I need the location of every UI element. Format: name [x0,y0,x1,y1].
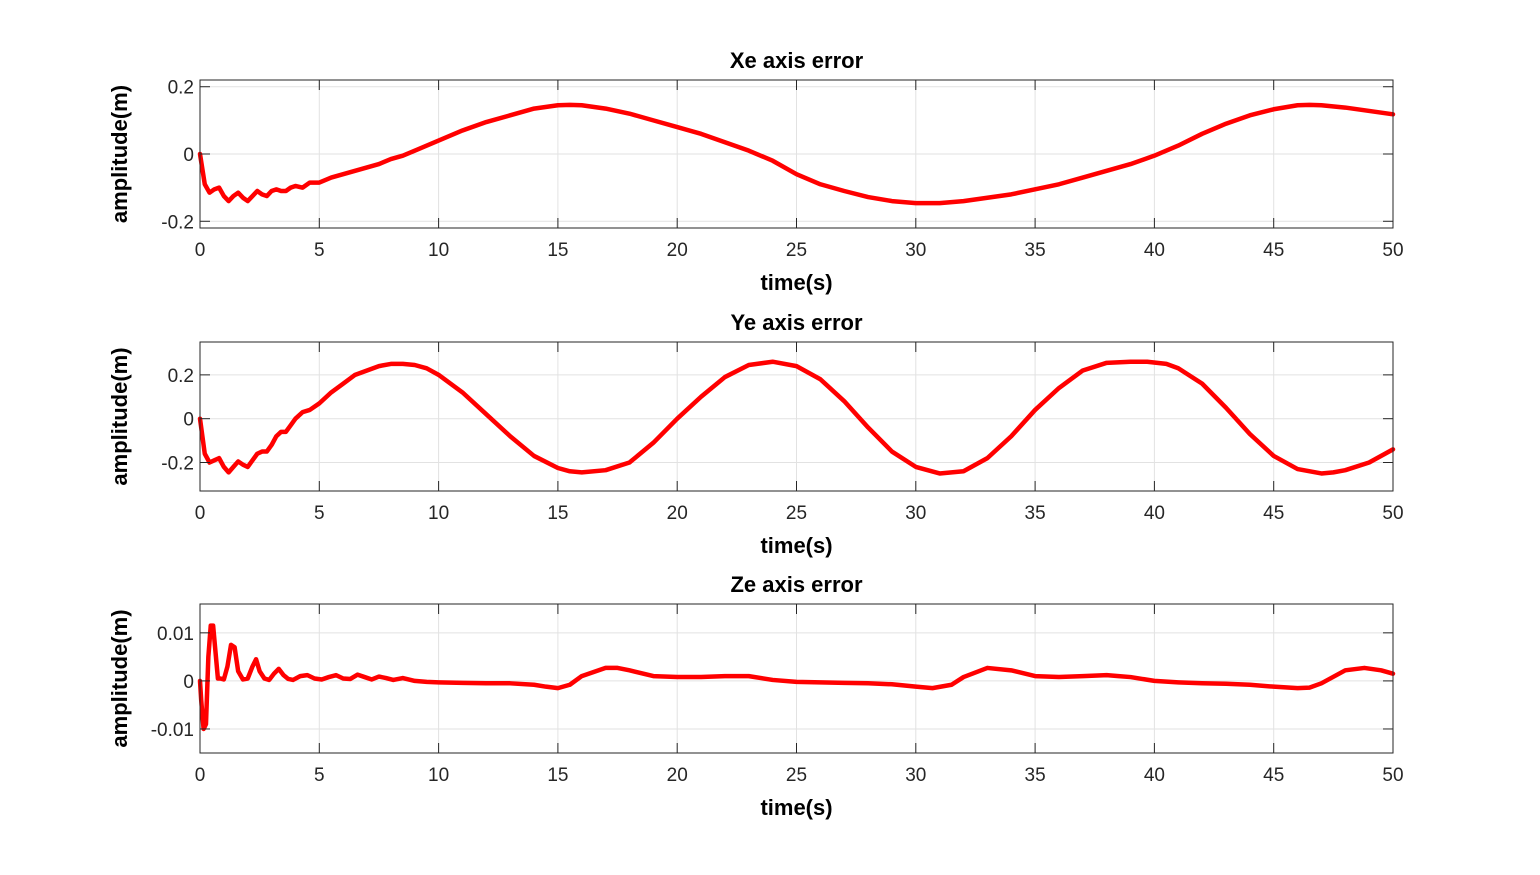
x-tick-label: 10 [428,503,449,524]
x-tick-label: 20 [667,240,688,261]
x-axis-label: time(s) [760,533,832,558]
x-tick-label: 20 [667,503,688,524]
x-tick-label: 25 [786,503,807,524]
x-tick-label: 40 [1144,240,1165,261]
subplot-ze-axis-error: 0 5 10 15 20 25 30 35 40 45 50 0.01 0 -0.01 Ze axis e… [107,572,1404,820]
y-axis-label: amplitude(m) [107,85,132,223]
x-tick-label: 50 [1382,503,1403,524]
x-tick-label: 50 [1382,765,1403,786]
x-tick-label: 25 [786,765,807,786]
subplot-xe-axis-error: 0 5 10 15 20 25 30 35 40 45 500.20-0.2 Xe axis err… [107,48,1404,295]
x-tick-label: 35 [1025,765,1046,786]
series-line [197,102,1396,206]
x-tick-label: 30 [905,765,926,786]
x-tick-label: 45 [1263,765,1284,786]
x-axis-label: time(s) [760,270,832,295]
y-axis-label: amplitude(m) [107,347,132,485]
x-tick-label: 0 [195,503,206,524]
x-tick-label: 30 [905,503,926,524]
x-tick-label: 10 [428,765,449,786]
x-tick-label: 30 [905,240,926,261]
y-tick-label: -0.2 [161,454,194,475]
y-axis-label: amplitude(m) [107,609,132,747]
series-line [197,359,1396,476]
plot-title: Ze axis error [730,572,863,597]
y-tick-label: -0.2 [161,212,194,233]
y-tick-label: -0.01 [151,720,194,741]
series-line [197,623,1396,732]
x-tick-label: 5 [314,765,325,786]
y-tick-label: 0.01 [157,624,194,645]
x-tick-label: 5 [314,503,325,524]
x-tick-label: 25 [786,240,807,261]
y-tick-label: 0.2 [168,366,194,387]
x-tick-label: 15 [547,503,568,524]
x-tick-label: 45 [1263,240,1284,261]
x-tick-label: 0 [195,240,206,261]
x-tick-label: 0 [195,765,206,786]
subplot-ye-axis-error: 0 5 10 15 20 25 30 35 40 45 50 0.2 0 -0.2 Ye axis err… [107,310,1404,558]
x-tick-label: 40 [1144,765,1165,786]
y-tick-label: 0.2 [168,78,194,99]
y-tick-label: 0 [183,672,194,693]
x-axis-label: time(s) [760,795,832,820]
y-tick-label: 0 [183,410,194,431]
plot-title: Xe axis error [730,48,864,73]
x-tick-label: 10 [428,240,449,261]
x-tick-label: 15 [547,765,568,786]
x-tick-label: 15 [547,240,568,261]
x-tick-label: 40 [1144,503,1165,524]
x-tick-label: 50 [1382,240,1403,261]
x-tick-label: 20 [667,765,688,786]
plot-title: Ye axis error [730,310,863,335]
x-tick-label: 5 [314,240,325,261]
x-tick-label: 35 [1025,240,1046,261]
x-tick-label: 35 [1025,503,1046,524]
y-tick-label: 0 [183,145,194,166]
x-tick-label: 45 [1263,503,1284,524]
